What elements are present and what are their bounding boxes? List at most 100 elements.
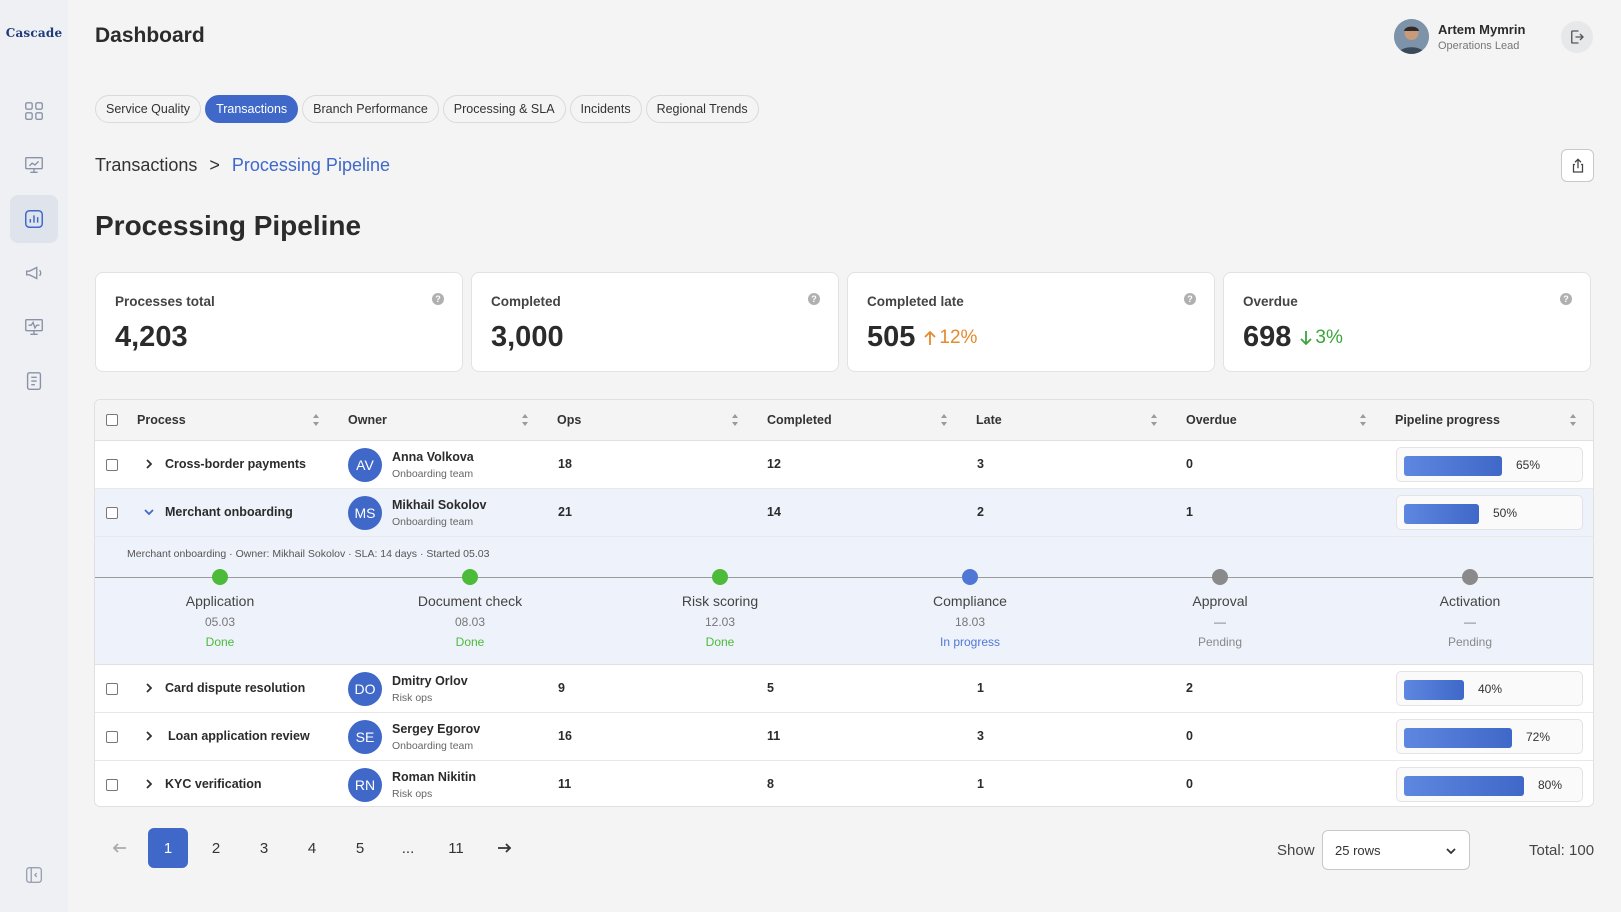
column-header-completed[interactable]: Completed <box>767 413 832 427</box>
process-name[interactable]: Merchant onboarding <box>165 505 293 519</box>
row-checkbox[interactable] <box>106 459 118 471</box>
page-button[interactable]: 5 <box>355 839 365 857</box>
chevron-right-icon[interactable] <box>143 458 155 470</box>
process-name[interactable]: Cross-border payments <box>165 457 307 471</box>
chevron-right-icon[interactable] <box>143 730 155 742</box>
sort-icon[interactable] <box>312 413 320 427</box>
nav-monitor-icon[interactable] <box>10 303 58 351</box>
pagination: 1 2 3 4 5 ... 11 <box>100 828 532 868</box>
sort-icon[interactable] <box>521 413 529 427</box>
next-page-button[interactable] <box>484 828 524 868</box>
owner-team: Onboarding team <box>392 740 474 752</box>
sort-icon[interactable] <box>940 413 948 427</box>
tab-processing-sla[interactable]: Processing & SLA <box>442 95 566 123</box>
row-checkbox[interactable] <box>106 731 118 743</box>
tab-regional-trends[interactable]: Regional Trends <box>645 95 759 123</box>
sort-icon[interactable] <box>1569 413 1577 427</box>
progress-bar: 72% <box>1396 719 1583 754</box>
stage-status: Pending <box>1197 635 1243 649</box>
overdue-value: 2 <box>1186 681 1193 695</box>
arrow-up-icon <box>924 330 937 345</box>
prev-page-button[interactable] <box>100 828 140 868</box>
table-row[interactable]: Cross-border payments AV Anna Volkova On… <box>95 441 1593 489</box>
stage-status: In progress <box>939 635 1001 649</box>
stage-name: Compliance <box>933 593 1007 609</box>
breadcrumb-separator: > <box>209 155 220 175</box>
column-header-owner[interactable]: Owner <box>348 413 387 427</box>
tab-incidents[interactable]: Incidents <box>569 95 642 123</box>
stage-status: Pending <box>1447 635 1493 649</box>
owner-avatar: MS <box>348 496 382 530</box>
logout-button[interactable] <box>1561 21 1593 53</box>
page-title: Dashboard <box>95 24 205 47</box>
arrow-down-icon <box>1300 331 1313 346</box>
completed-value: 11 <box>767 729 781 743</box>
page-button[interactable]: 1 <box>148 828 188 868</box>
tab-transactions[interactable]: Transactions <box>205 95 299 123</box>
stage-dot <box>212 569 228 585</box>
page-button[interactable]: 3 <box>259 839 269 857</box>
nav-megaphone-icon[interactable] <box>10 249 58 297</box>
column-header-overdue[interactable]: Overdue <box>1186 413 1237 427</box>
nav-document-icon[interactable] <box>10 357 58 405</box>
stage-dot <box>1462 569 1478 585</box>
page-button[interactable]: 11 <box>448 839 464 857</box>
owner-name: Anna Volkova <box>392 450 474 464</box>
stage-dot <box>962 569 978 585</box>
table-row[interactable]: KYC verification RN Roman Nikitin Risk o… <box>95 761 1593 806</box>
row-checkbox[interactable] <box>106 779 118 791</box>
nav-analytics-icon[interactable] <box>10 195 58 243</box>
column-header-ops[interactable]: Ops <box>557 413 582 427</box>
stat-label: Completed <box>491 294 561 309</box>
ops-value: 11 <box>558 777 572 791</box>
owner-name: Sergey Egorov <box>392 722 481 736</box>
sort-icon[interactable] <box>1150 413 1158 427</box>
sort-icon[interactable] <box>731 413 739 427</box>
stat-value: 505 <box>867 321 916 353</box>
owner-avatar: RN <box>348 768 382 802</box>
rows-per-page-select[interactable]: 25 rows <box>1322 830 1470 870</box>
tab-branch-performance[interactable]: Branch Performance <box>302 95 439 123</box>
process-name[interactable]: Loan application review <box>168 729 310 743</box>
process-name[interactable]: KYC verification <box>165 777 262 791</box>
select-all-checkbox[interactable] <box>106 414 118 426</box>
chevron-down-icon[interactable] <box>143 506 155 518</box>
help-icon[interactable]: ? <box>432 293 444 305</box>
progress-fill <box>1404 456 1502 476</box>
row-checkbox[interactable] <box>106 683 118 695</box>
stat-label: Overdue <box>1243 294 1298 309</box>
table-row[interactable]: Merchant onboarding MS Mikhail Sokolov O… <box>95 489 1593 537</box>
chevron-right-icon[interactable] <box>143 682 155 694</box>
sort-icon[interactable] <box>1359 413 1367 427</box>
tab-service-quality[interactable]: Service Quality <box>95 95 202 123</box>
brand-logo[interactable]: Cascade <box>5 26 63 40</box>
help-icon[interactable]: ? <box>808 293 820 305</box>
export-button[interactable] <box>1561 149 1594 182</box>
stat-label: Completed late <box>867 294 964 309</box>
user-profile[interactable]: Artem Mymrin Operations Lead <box>1394 19 1525 54</box>
breadcrumb-root[interactable]: Transactions <box>95 155 198 175</box>
stage-date: 12.03 <box>704 615 736 629</box>
nav-presentation-icon[interactable] <box>10 141 58 189</box>
column-header-late[interactable]: Late <box>976 413 1002 427</box>
help-icon[interactable]: ? <box>1560 293 1572 305</box>
table-row[interactable]: Card dispute resolution DO Dmitry Orlov … <box>95 665 1593 713</box>
table-row[interactable]: Loan application review SE Sergey Egorov… <box>95 713 1593 761</box>
chevron-right-icon[interactable] <box>143 778 155 790</box>
row-checkbox[interactable] <box>106 507 118 519</box>
page-button[interactable]: 4 <box>307 839 317 857</box>
page-button[interactable]: 2 <box>211 839 221 857</box>
column-header-process[interactable]: Process <box>137 413 186 427</box>
breadcrumb-current: Processing Pipeline <box>231 155 390 175</box>
collapse-sidebar-icon[interactable] <box>10 851 58 899</box>
column-header-pipeline-progress[interactable]: Pipeline progress <box>1395 413 1500 427</box>
late-value: 2 <box>977 505 984 519</box>
owner-team: Onboarding team <box>392 468 474 480</box>
owner-team: Risk ops <box>392 692 433 704</box>
nav-overview-icon[interactable] <box>10 87 58 135</box>
help-icon[interactable]: ? <box>1184 293 1196 305</box>
process-table: Process Owner Ops Completed Late Overdue… <box>94 399 1594 807</box>
table-header: Process Owner Ops Completed Late Overdue… <box>95 400 1593 441</box>
process-name[interactable]: Card dispute resolution <box>165 681 306 695</box>
pipeline-stage: Activation — Pending <box>1370 569 1570 649</box>
